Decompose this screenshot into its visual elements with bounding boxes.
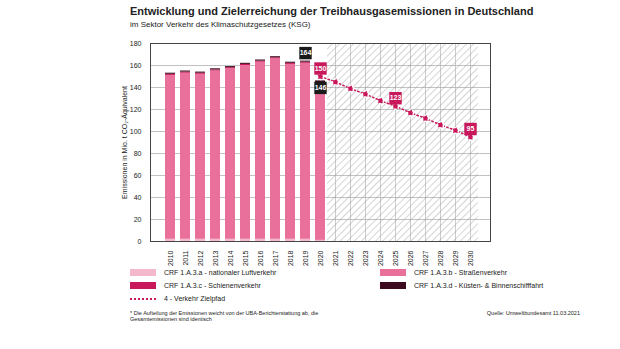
svg-text:2021: 2021 [332,250,339,266]
svg-text:2026: 2026 [407,250,414,266]
svg-text:160: 160 [130,62,142,69]
svg-text:2014: 2014 [227,250,234,266]
svg-text:2022: 2022 [347,250,354,266]
html-text:CRF 1.A.3.b - Straßenverkehr: CRF 1.A.3.b - Straßenverkehr [414,269,507,276]
svg-text:146: 146 [315,84,327,91]
svg-text:40: 40 [134,194,142,201]
svg-text:2030: 2030 [467,250,474,266]
svg-text:2017: 2017 [272,250,279,266]
svg-text:120: 120 [130,106,142,113]
svg-text:2023: 2023 [362,250,369,266]
svg-text:2027: 2027 [422,250,429,266]
svg-text:2013: 2013 [212,250,219,266]
html-text:CRF 1.A.3.a - nationaler Luftv: CRF 1.A.3.a - nationaler Luftverkehr [164,269,277,276]
svg-text:0: 0 [138,238,142,245]
svg-text:20: 20 [134,216,142,223]
svg-text:2020: 2020 [317,250,324,266]
svg-text:140: 140 [130,84,142,91]
html-text:4 - Verkehr Zielpfad: 4 - Verkehr Zielpfad [164,295,226,302]
html-text:CRF 1.A.3.d - Küsten- & Binnen: CRF 1.A.3.d - Küsten- & Binnenschifffahr… [414,282,544,289]
html-text:Quelle: Umweltbundesamt 11.03.: Quelle: Umweltbundesamt 11.03.2021 [486,310,580,316]
svg-text:2019: 2019 [302,250,309,266]
svg-text:95: 95 [467,125,475,132]
svg-text:2011: 2011 [182,250,189,265]
html-text:im Sektor Verkehr des Klimasch: im Sektor Verkehr des Klimaschutzgesetze… [130,20,311,29]
svg-text:180: 180 [130,40,142,47]
svg-text:2028: 2028 [437,250,444,266]
html-text:* Die Aufteilung der Emissione: * Die Aufteilung der Emissionen weicht v… [130,310,319,322]
svg-text:Emissionen in Mio. t CO₂-Äquiv: Emissionen in Mio. t CO₂-Äquivalent [121,86,129,199]
svg-text:60: 60 [134,172,142,179]
html-text:Entwicklung und Zielerreichung: Entwicklung und Zielerreichung der Treib… [130,5,534,17]
svg-text:2024: 2024 [377,250,384,266]
svg-text:150: 150 [315,65,327,72]
svg-text:100: 100 [130,128,142,135]
svg-text:2029: 2029 [452,250,459,266]
svg-text:80: 80 [134,150,142,157]
svg-text:2018: 2018 [287,250,294,266]
svg-text:2015: 2015 [242,250,249,266]
html-text:CRF 1.A.3.c - Schienenverkehr: CRF 1.A.3.c - Schienenverkehr [164,282,261,289]
svg-text:2010: 2010 [167,250,174,266]
svg-text:123: 123 [390,94,402,101]
svg-text:2016: 2016 [257,250,264,266]
svg-text:2025: 2025 [392,250,399,266]
svg-text:164: 164 [300,49,312,56]
svg-text:2012: 2012 [197,250,204,266]
